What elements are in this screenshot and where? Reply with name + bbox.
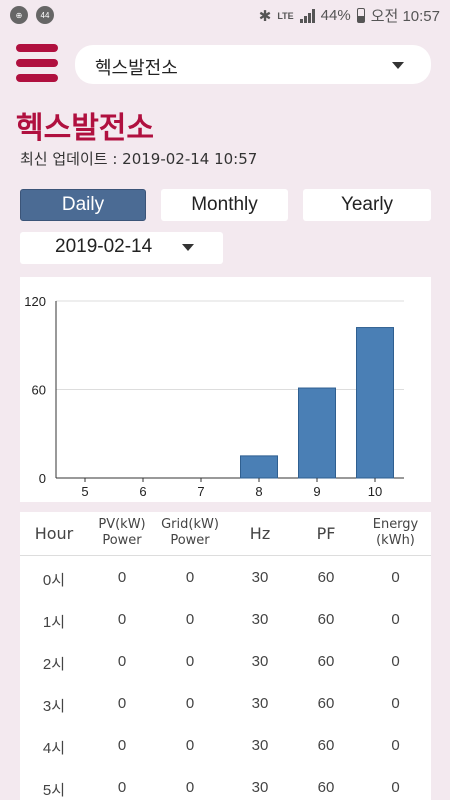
cell-pv-power: 0 — [117, 611, 127, 628]
hamburger-icon-bar — [16, 74, 58, 82]
cell-hz: 30 — [251, 653, 269, 670]
cell-pf: 60 — [317, 653, 335, 670]
cell-hz: 30 — [251, 611, 269, 628]
bluetooth-icon: ✱ — [258, 7, 272, 25]
cell-pv-power: 0 — [117, 737, 127, 754]
col-header-grid-line2: Power — [170, 533, 210, 548]
signal-icon — [299, 8, 315, 23]
cell-hz: 30 — [251, 695, 269, 712]
col-header-energy-line2: (kWh) — [376, 533, 415, 548]
cell-pv-power: 0 — [117, 569, 127, 586]
cell-hour: 4시 — [42, 740, 66, 757]
table-row: 1시 0 0 30 60 0 — [20, 598, 431, 640]
col-header-energy-line1: Energy — [372, 517, 419, 532]
tab-daily[interactable]: Daily — [20, 189, 146, 221]
cell-energy: 0 — [391, 779, 400, 796]
battery-icon — [356, 8, 365, 23]
cell-hour: 2시 — [42, 656, 66, 673]
page-title: 헥스발전소 — [16, 111, 154, 146]
x-tick-label: 7 — [197, 484, 204, 499]
date-selector[interactable]: 2019-02-14 — [20, 232, 223, 264]
cell-pf: 60 — [317, 695, 335, 712]
col-header-grid-power: Grid(kW) Power — [156, 517, 224, 549]
cell-pv-power: 0 — [117, 779, 127, 796]
cell-hour: 5시 — [42, 782, 66, 799]
bar — [240, 455, 278, 479]
chevron-down-icon — [392, 62, 404, 69]
site-selector[interactable]: 헥스발전소 — [75, 45, 431, 84]
cell-hz: 30 — [251, 737, 269, 754]
caret-down-icon — [182, 244, 194, 251]
cell-hz: 30 — [251, 569, 269, 586]
cell-pf: 60 — [317, 737, 335, 754]
last-updated-text: 최신 업데이트 : 2019-02-14 10:57 — [20, 150, 258, 168]
chart-card: 0 60 120 5 6 7 8 9 10 — [20, 277, 431, 502]
col-header-hz: Hz — [249, 524, 271, 543]
cell-energy: 0 — [391, 695, 400, 712]
cell-pf: 60 — [317, 569, 335, 586]
date-selector-value: 2019-02-14 — [55, 236, 153, 257]
cell-pf: 60 — [317, 611, 335, 628]
table-row: 0시 0 0 30 60 0 — [20, 556, 431, 598]
hourly-data-table: Hour PV(kW) Power Grid(kW) Power Hz PF E… — [20, 512, 431, 800]
cell-hour: 0시 — [42, 572, 66, 589]
cell-grid-power: 0 — [185, 653, 195, 670]
status-bar: ⊕ 44 ✱ LTE 44% 오전 10:57 — [0, 0, 450, 30]
col-header-hour: Hour — [34, 524, 74, 543]
col-header-pf: PF — [316, 524, 336, 543]
x-tick-label: 5 — [81, 484, 88, 499]
y-tick-label: 0 — [39, 471, 46, 486]
x-tick-label: 8 — [255, 484, 262, 499]
cell-pv-power: 0 — [117, 653, 127, 670]
table-header: Hour PV(kW) Power Grid(kW) Power Hz PF E… — [20, 512, 431, 556]
cell-grid-power: 0 — [185, 737, 195, 754]
tab-monthly[interactable]: Monthly — [161, 189, 288, 221]
table-row: 4시 0 0 30 60 0 — [20, 724, 431, 766]
notification-count-icon: 44 — [36, 6, 54, 24]
cell-pf: 60 — [317, 779, 335, 796]
cell-energy: 0 — [391, 653, 400, 670]
x-tick-label: 10 — [368, 484, 382, 499]
x-tick-label: 9 — [313, 484, 320, 499]
cell-grid-power: 0 — [185, 569, 195, 586]
y-tick-label: 120 — [24, 294, 46, 309]
hamburger-icon-bar — [16, 44, 58, 52]
cell-energy: 0 — [391, 737, 400, 754]
hourly-power-chart: 0 60 120 5 6 7 8 9 10 — [24, 294, 404, 499]
cell-grid-power: 0 — [185, 779, 195, 796]
cell-grid-power: 0 — [185, 695, 195, 712]
cell-hz: 30 — [251, 779, 269, 796]
col-header-pv-power: PV(kW) Power — [88, 517, 156, 549]
table-row: 2시 0 0 30 60 0 — [20, 640, 431, 682]
hamburger-icon-bar — [16, 59, 58, 67]
cell-energy: 0 — [391, 569, 400, 586]
cell-hour: 1시 — [42, 614, 66, 631]
col-header-pv-line1: PV(kW) — [98, 517, 146, 532]
menu-button[interactable] — [16, 44, 58, 82]
cell-grid-power: 0 — [185, 611, 195, 628]
col-header-energy: Energy (kWh) — [360, 517, 431, 549]
col-header-pv-line2: Power — [102, 533, 142, 548]
cell-energy: 0 — [391, 611, 400, 628]
table-row: 3시 0 0 30 60 0 — [20, 682, 431, 724]
site-selector-value: 헥스발전소 — [95, 58, 178, 79]
cell-hour: 3시 — [42, 698, 66, 715]
cell-pv-power: 0 — [117, 695, 127, 712]
app-notification-icon: ⊕ — [10, 6, 28, 24]
network-type: LTE — [277, 10, 294, 21]
bar — [356, 327, 394, 479]
x-tick-label: 6 — [139, 484, 146, 499]
bar — [298, 387, 336, 479]
tab-yearly[interactable]: Yearly — [303, 189, 431, 221]
clock: 오전 10:57 — [370, 8, 440, 25]
y-tick-label: 60 — [32, 383, 46, 398]
col-header-grid-line1: Grid(kW) — [161, 517, 219, 532]
table-row: 5시 0 0 30 60 0 — [20, 766, 431, 800]
battery-percent: 44% — [320, 7, 351, 24]
